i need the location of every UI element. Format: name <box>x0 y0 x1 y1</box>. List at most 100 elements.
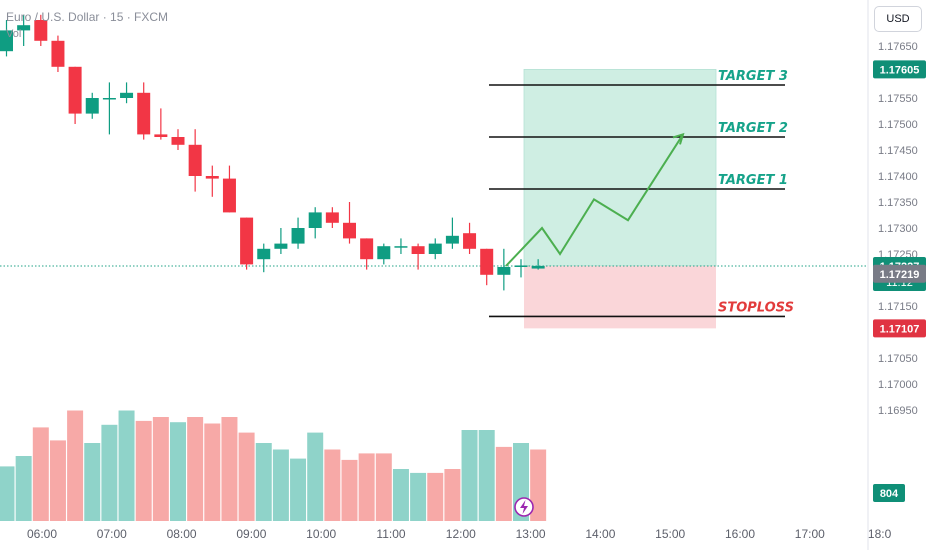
level-label: TARGET 1 <box>718 173 788 188</box>
x-tick-label: 15:00 <box>655 527 685 541</box>
candle-body <box>257 248 271 260</box>
volume-bar <box>307 432 324 521</box>
candle-body <box>428 243 442 254</box>
volume-bar <box>238 432 255 521</box>
x-tick-label: 06:00 <box>27 527 57 541</box>
candle-body <box>240 217 254 265</box>
x-tick-label: 16:00 <box>725 527 755 541</box>
candle-body <box>154 134 168 137</box>
volume-bar <box>461 430 478 521</box>
volume-bar <box>0 466 15 521</box>
volume-bar <box>49 440 66 521</box>
x-tick-label: 10:00 <box>306 527 336 541</box>
volume-bar <box>221 417 238 521</box>
candle-body <box>85 98 99 114</box>
candle-body <box>188 144 202 176</box>
stoploss-zone <box>524 265 716 329</box>
level-label: STOPLOSS <box>718 300 794 315</box>
candle-body <box>205 176 219 179</box>
x-tick-label: 07:00 <box>97 527 127 541</box>
lightning-icon[interactable] <box>514 497 534 517</box>
volume-bar <box>410 472 427 521</box>
candle-body <box>343 222 356 239</box>
target-zone <box>523 69 717 267</box>
volume-bar <box>341 459 358 521</box>
candle-body <box>411 246 425 254</box>
volume-value-box <box>873 484 905 502</box>
candle-body <box>137 92 151 135</box>
price-label-text: 1.17605 <box>880 64 920 76</box>
volume-bar <box>324 449 341 521</box>
volume-bar <box>392 469 409 521</box>
candle-body <box>51 40 65 67</box>
price-label-box <box>873 60 926 79</box>
volume-bar <box>187 417 204 521</box>
volume-bar <box>32 427 49 521</box>
y-tick-label: 1.17650 <box>878 41 918 53</box>
candle-body <box>325 212 339 223</box>
candle-body <box>394 246 408 248</box>
volume-bar <box>67 410 84 521</box>
candle-body <box>360 238 374 260</box>
candle-body <box>274 243 288 249</box>
volume-bar <box>272 449 289 521</box>
candle-body <box>308 212 322 228</box>
volume-bar <box>84 443 101 521</box>
price-label-text: 1.17219 <box>880 269 920 281</box>
y-tick-label: 1.17400 <box>878 171 918 183</box>
volume-bar <box>478 430 495 521</box>
candle-body <box>120 92 134 98</box>
volume-bar <box>101 424 118 521</box>
x-tick-label: 11:00 <box>376 527 405 541</box>
volume-value-text: 804 <box>880 488 899 500</box>
volume-bar <box>135 420 152 521</box>
candle-body <box>34 20 48 41</box>
price-label-box <box>873 264 926 283</box>
candle-body <box>480 248 494 275</box>
volume-label: Vol <box>6 28 22 40</box>
candle-body <box>222 178 236 213</box>
volume-bar <box>170 422 186 521</box>
price-label-box <box>873 319 926 338</box>
symbol-title: Euro / U.S. Dollar · 15 · FXCM <box>6 10 169 24</box>
candle-body <box>531 265 545 269</box>
volume-bar <box>152 417 169 521</box>
currency-button[interactable]: USD <box>874 6 922 32</box>
x-tick-label: 17:00 <box>795 527 825 541</box>
volume-bar <box>427 472 444 521</box>
volume-bar <box>530 449 547 521</box>
candle-body <box>102 98 116 100</box>
candle-body <box>17 25 31 31</box>
x-tick-label: 13:00 <box>516 527 546 541</box>
price-label-text: 1.17107 <box>880 323 920 335</box>
volume-bar <box>375 453 392 521</box>
level-label: TARGET 2 <box>718 121 788 136</box>
candle-body <box>68 66 82 114</box>
candle-body <box>497 267 511 275</box>
x-tick-label: 09:00 <box>236 527 266 541</box>
x-tick-label: 14:00 <box>585 527 615 541</box>
volume-bar <box>444 469 461 521</box>
candle-body <box>171 137 185 145</box>
y-tick-label: 1.17350 <box>878 197 918 209</box>
candle-body <box>463 233 477 249</box>
volume-bar <box>495 446 512 521</box>
x-tick-label: 18:0 <box>868 527 892 541</box>
volume-bar <box>358 453 375 521</box>
y-tick-label: 1.17550 <box>878 93 918 105</box>
y-tick-label: 1.16950 <box>878 405 918 417</box>
volume-bar <box>290 458 307 521</box>
candle-body <box>291 228 305 244</box>
volume-bar <box>15 456 32 521</box>
y-tick-label: 1.17300 <box>878 223 918 235</box>
lightning-icon-bolt <box>520 500 528 514</box>
candle-body <box>377 246 391 260</box>
candle-body <box>445 235 459 244</box>
y-tick-label: 1.17150 <box>878 301 918 313</box>
volume-bar <box>118 410 135 521</box>
x-tick-label: 08:00 <box>167 527 197 541</box>
y-tick-label: 1.17450 <box>878 145 918 157</box>
projection-path <box>505 133 684 267</box>
